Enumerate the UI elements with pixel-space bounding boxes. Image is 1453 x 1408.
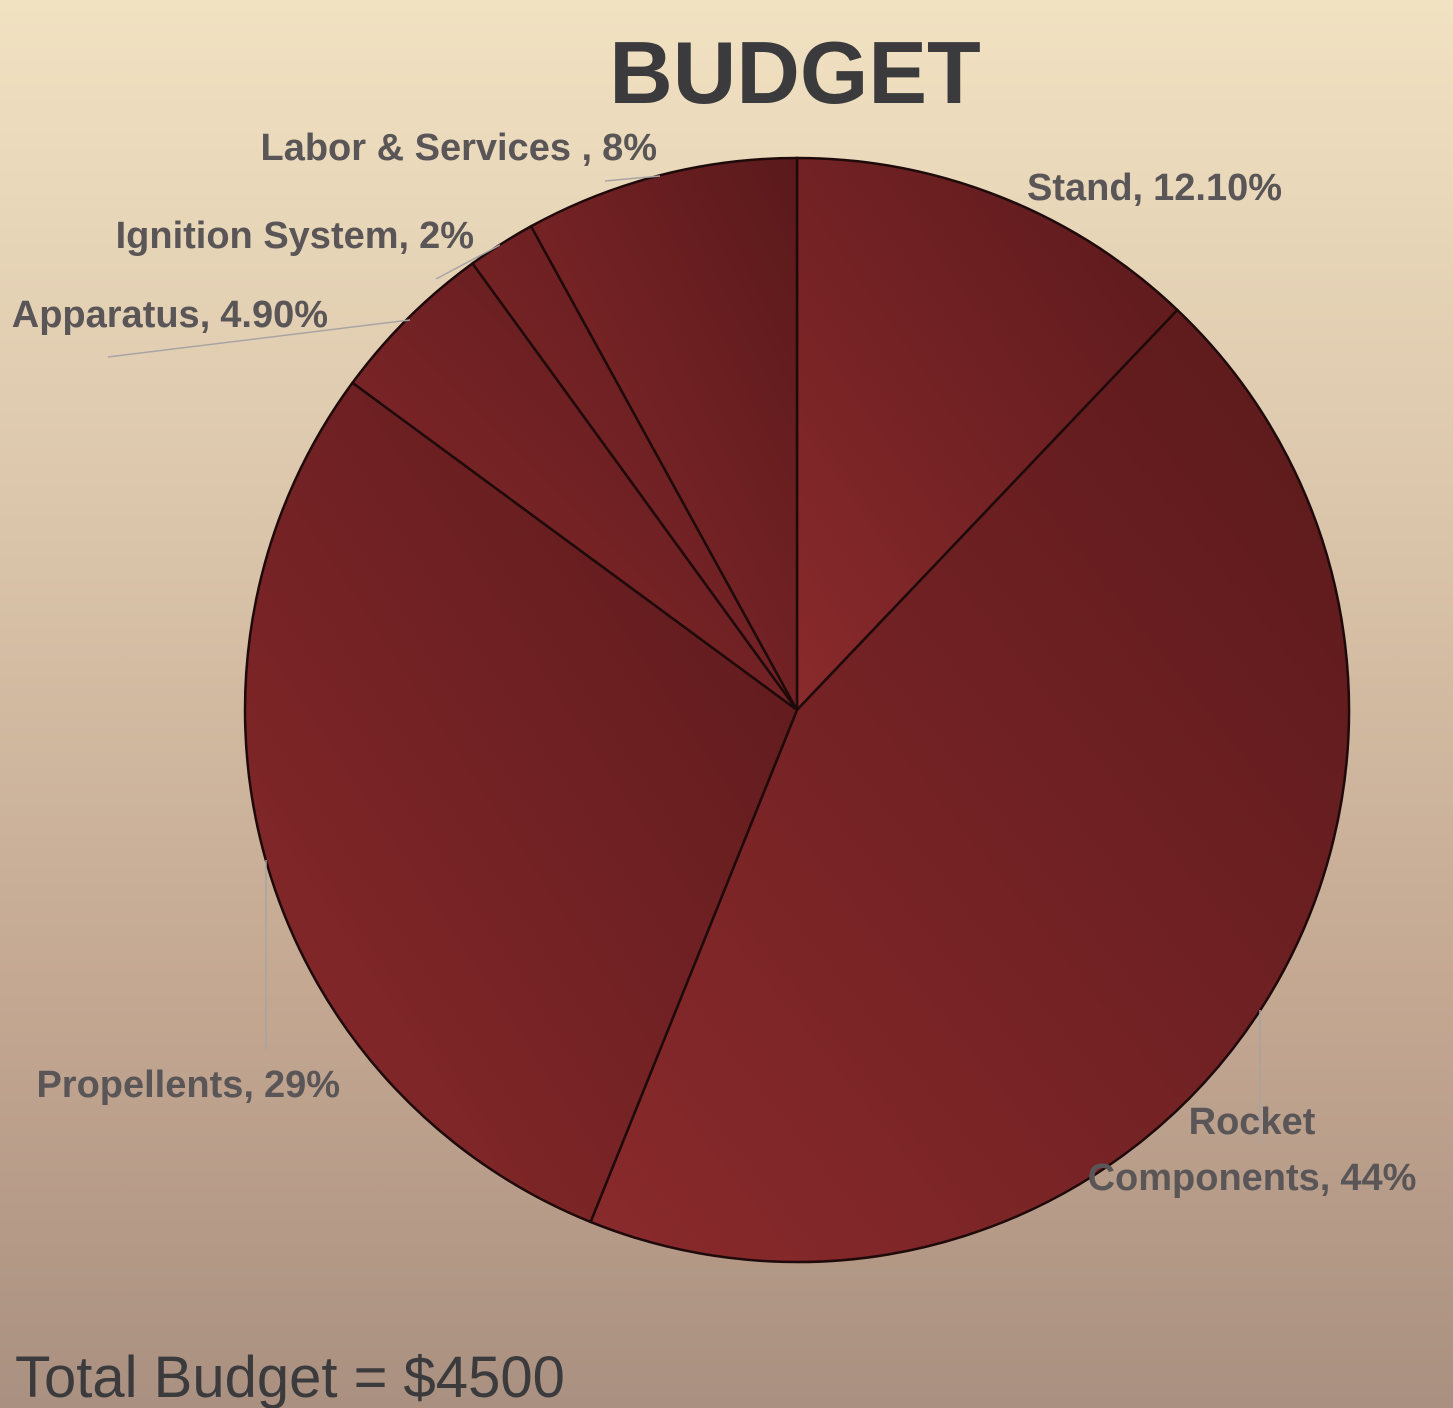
value-label: 4.90% <box>220 294 328 336</box>
pie-slice <box>588 308 1351 1264</box>
category-label: Labor & Services , <box>260 127 592 169</box>
category-label: Propellents, <box>36 1064 254 1106</box>
pie-slice <box>795 156 1180 714</box>
slice-label: Propellents, 29% <box>36 1064 340 1106</box>
value-label: 44% <box>1340 1157 1416 1199</box>
leader-line <box>604 175 661 182</box>
value-label: 2% <box>419 215 474 257</box>
slice-label: Ignition System, 2% <box>116 215 474 257</box>
slice-label: Labor & Services , 8% <box>260 127 657 169</box>
category-label: Stand, <box>1027 167 1143 209</box>
category-label: Apparatus, <box>12 294 210 336</box>
category-label: Ignition System, <box>116 215 409 257</box>
leader-line <box>435 244 501 280</box>
category-label: Rocket <box>1189 1101 1316 1143</box>
value-label: 8% <box>602 127 657 169</box>
pie-slice <box>350 261 799 712</box>
footnote: Total Budget = $4500 <box>15 1345 565 1408</box>
value-label: 12.10% <box>1153 167 1282 209</box>
category-label: Components, <box>1088 1157 1331 1199</box>
slice-label: Stand, 12.10% <box>1027 167 1282 209</box>
slice-label: Rocket Components, 44% <box>1088 1101 1417 1199</box>
value-label: 29% <box>264 1064 340 1106</box>
slice-label: Apparatus, 4.90% <box>12 294 328 336</box>
leader-line <box>107 319 411 358</box>
chart-title: BUDGET <box>609 23 981 122</box>
